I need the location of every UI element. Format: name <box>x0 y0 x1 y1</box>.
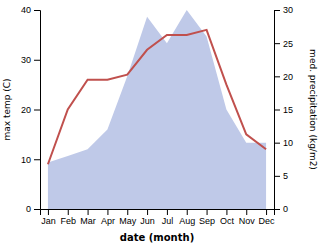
chart: Jan FebMar Apr MayJun Jul Aug Sep Oct NovDec 0 10 2… <box>0 0 318 247</box>
y2-axis-tick: 0 <box>274 204 288 214</box>
y2-axis-tick-mark <box>274 176 280 177</box>
y2-axis-tick: 20 <box>274 72 293 82</box>
y-axis-tick-mark <box>34 209 40 210</box>
x-axis-tick: Oct <box>220 209 235 226</box>
y2-axis: 0 5 10 15 20 25 30 <box>274 5 293 214</box>
x-axis-title: date (month) <box>120 232 194 243</box>
x-axis-tick-label: Mar <box>80 216 96 226</box>
x-axis-tick-mark <box>246 209 247 215</box>
x-axis-tick: Sep <box>199 209 215 226</box>
y-axis-title: max temp (C) <box>2 78 12 140</box>
x-axis-tick-label: Nov <box>239 216 256 226</box>
y2-axis-tick-mark <box>274 43 280 44</box>
y2-axis-tick-mark <box>274 110 280 111</box>
y-axis-tick-label: 0 <box>26 204 31 214</box>
x-axis-tick-mark <box>48 209 49 215</box>
y-axis: 0 10 20 30 40 <box>21 5 41 214</box>
y2-axis-tick: 10 <box>274 138 293 148</box>
line <box>48 30 266 164</box>
x-axis-line <box>41 210 275 216</box>
x-axis-tick-mark <box>226 209 227 215</box>
y2-axis-tick: 30 <box>274 5 293 15</box>
y2-axis-tick-mark <box>274 143 280 144</box>
x-axis-tick-label: Aug <box>179 216 195 226</box>
x-axis-tick: Jan <box>41 209 56 226</box>
x-axis-tick-label: Sep <box>199 216 215 226</box>
x-axis-tick: Aug <box>179 209 195 226</box>
y2-axis-tick: 15 <box>274 105 293 115</box>
y-axis-tick-mark <box>34 10 40 11</box>
x-axis-tick-mark <box>107 209 108 215</box>
y2-axis-tick-label: 10 <box>283 138 293 148</box>
y-axis-tick-label: 40 <box>21 5 31 15</box>
y2-axis-tick-label: 0 <box>283 204 288 214</box>
x-axis-tick: Dec <box>259 209 276 226</box>
x-axis-tick-label: Oct <box>220 216 235 226</box>
y2-axis-line <box>275 11 281 210</box>
y-axis-tick: 20 <box>21 105 40 115</box>
x-axis-tick-mark <box>207 209 208 215</box>
y2-axis-tick-mark <box>274 10 280 11</box>
y2-axis-tick-mark <box>274 76 280 77</box>
y-axis-tick-mark <box>34 110 40 111</box>
y-axis-tick-label: 10 <box>21 155 31 165</box>
y-axis-tick: 30 <box>21 55 40 65</box>
x-axis-tick-mark <box>147 209 148 215</box>
y2-axis-tick-label: 25 <box>283 39 293 49</box>
x-axis-tick: Feb <box>61 209 77 226</box>
x-axis-tick-mark <box>266 209 267 215</box>
y-axis-tick-mark <box>34 159 40 160</box>
y2-axis-title: med. precipitation (kg/m2) <box>308 49 318 170</box>
y2-axis-tick-label: 30 <box>283 5 293 15</box>
x-axis-tick-label: Jun <box>140 216 155 226</box>
y-axis-line <box>34 11 41 210</box>
marks <box>48 10 266 209</box>
x-axis-tick: Mar <box>80 209 96 226</box>
x-axis-tick-label: Feb <box>61 216 77 226</box>
x-axis-tick-mark <box>127 209 128 215</box>
y-axis-tick: 0 <box>26 204 40 214</box>
y2-axis-tick-label: 20 <box>283 72 293 82</box>
x-axis-tick: Jul <box>162 209 174 226</box>
x-axis: Jan FebMar Apr MayJun Jul Aug Sep Oct NovDec <box>41 209 276 226</box>
x-axis-tick-mark <box>68 209 69 215</box>
x-axis-tick-label: Apr <box>101 216 115 226</box>
x-axis-tick-mark <box>187 209 188 215</box>
x-axis-tick-label: Dec <box>259 216 276 226</box>
y2-axis-tick: 25 <box>274 39 293 49</box>
x-axis-tick-mark <box>88 209 89 215</box>
plot: Jan FebMar Apr MayJun Jul Aug Sep Oct NovDec 0 10 2… <box>21 5 293 226</box>
y2-axis-tick: 5 <box>274 171 288 181</box>
y-axis-tick: 40 <box>21 5 40 15</box>
y-axis-tick: 10 <box>21 155 40 165</box>
x-axis-tick-label: Jul <box>162 216 174 226</box>
area <box>48 10 266 209</box>
x-axis-tick-label: Jan <box>41 216 56 226</box>
y-axis-tick-label: 20 <box>21 105 31 115</box>
x-axis-tick-mark <box>167 209 168 215</box>
y2-axis-tick-mark <box>274 209 280 210</box>
x-axis-tick: May <box>119 209 137 226</box>
y2-axis-tick-label: 15 <box>283 105 293 115</box>
y-axis-tick-mark <box>34 60 40 61</box>
x-axis-tick: Nov <box>239 209 256 226</box>
y2-axis-tick-label: 5 <box>283 171 288 181</box>
x-axis-tick: Jun <box>140 209 155 226</box>
y-axis-tick-label: 30 <box>21 55 31 65</box>
x-axis-tick-label: May <box>119 216 137 226</box>
x-axis-tick: Apr <box>101 209 115 226</box>
